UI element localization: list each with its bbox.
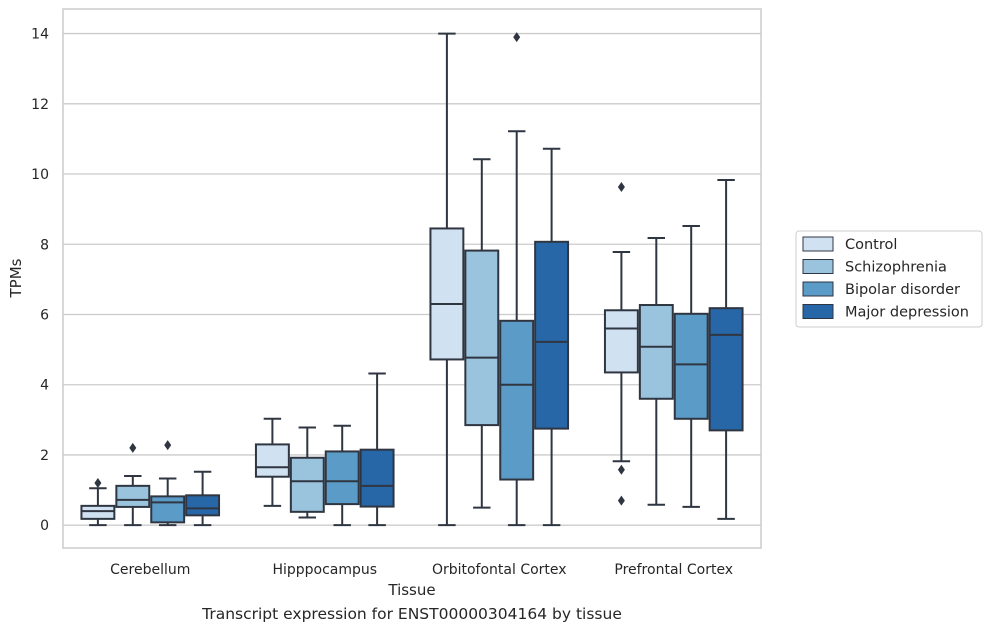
box-body <box>324 450 360 506</box>
box-major-depression <box>185 470 221 527</box>
y-tick-label: 12 <box>31 97 49 113</box>
y-axis-ticks: 0 2 4 6 8 10 12 14 <box>31 27 49 535</box>
outlier-marker <box>617 464 625 475</box>
box-body <box>150 495 186 524</box>
y-tick-label: 14 <box>31 27 49 43</box>
x-tick-label: Cerebellum <box>110 562 190 578</box>
x-tick-label: Orbitofontal Cortex <box>432 562 567 578</box>
plot-frame <box>62 8 762 549</box>
box-body <box>80 504 116 520</box>
x-axis-label: Tissue <box>387 581 435 599</box>
legend-frame <box>795 230 983 328</box>
y-tick-label: 2 <box>40 448 49 464</box>
y-tick-label: 8 <box>40 237 49 253</box>
legend-label: Schizophrenia <box>845 260 947 276</box>
outlier-marker <box>513 32 521 43</box>
outlier-marker <box>94 478 102 489</box>
y-axis-label: TPMs <box>7 258 25 298</box>
box-body <box>185 494 221 517</box>
legend-label: Bipolar disorder <box>845 282 960 298</box>
box-bipolar-disorder <box>673 225 709 508</box>
boxes <box>80 32 744 527</box>
figure-caption: Transcript expression for ENST0000030416… <box>202 605 622 623</box>
y-tick-label: 6 <box>40 307 49 323</box>
y-tick-label: 0 <box>40 518 49 534</box>
box-control <box>429 32 465 527</box>
box-schizophrenia <box>638 236 674 506</box>
legend-swatch <box>802 304 834 319</box>
box-major-depression <box>359 372 395 527</box>
x-tick-label: Hipppocampus <box>272 562 377 578</box>
box-body <box>464 249 500 427</box>
outlier-marker <box>164 440 172 451</box>
legend-swatch <box>802 259 834 274</box>
outlier-marker <box>617 182 625 193</box>
box-control <box>603 182 639 506</box>
y-tick-label: 4 <box>40 378 49 394</box>
box-body <box>429 227 465 361</box>
legend-swatch <box>802 236 834 252</box>
box-body <box>534 240 570 430</box>
box-control <box>80 478 116 527</box>
box-bipolar-disorder <box>324 424 360 527</box>
box-schizophrenia <box>289 426 325 519</box>
x-axis-ticks: Cerebellum Hipppocampus Orbitofontal Corte… <box>110 562 733 578</box>
box-schizophrenia <box>464 158 500 509</box>
gridlines <box>63 32 761 526</box>
box-major-depression <box>534 147 570 527</box>
box-body <box>638 304 674 400</box>
box-body <box>254 443 290 478</box>
box-body <box>708 307 744 432</box>
box-bipolar-disorder <box>150 440 186 527</box>
box-body <box>499 319 535 481</box>
box-schizophrenia <box>115 442 151 527</box>
outlier-marker <box>617 495 625 506</box>
box-control <box>254 417 290 507</box>
box-body <box>359 448 395 508</box>
box-body <box>673 312 709 420</box>
outlier-marker <box>129 442 137 453</box>
box-body <box>289 456 325 513</box>
legend-label: Control <box>845 237 897 253</box>
box-body <box>115 484 151 508</box>
x-tick-label: Prefrontal Cortex <box>614 562 733 578</box>
box-body <box>603 309 639 374</box>
legend-swatch <box>802 281 834 297</box>
legend-label: Major depression <box>845 305 969 321</box>
box-bipolar-disorder <box>499 32 535 527</box>
legend: Control Schizophrenia Bipolar disorder Majo… <box>795 230 983 328</box>
y-tick-label: 10 <box>31 167 49 183</box>
box-major-depression <box>708 179 744 520</box>
